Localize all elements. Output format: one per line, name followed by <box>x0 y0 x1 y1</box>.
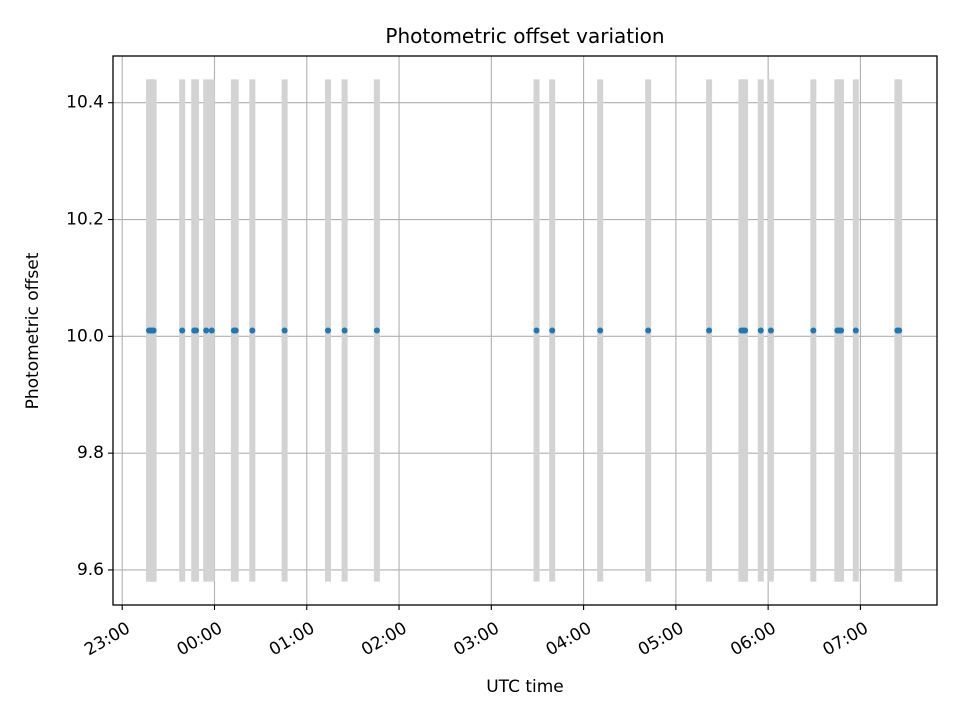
data-point <box>232 327 239 334</box>
data-point <box>193 327 200 334</box>
data-point <box>597 327 604 334</box>
y-tick-label: 10.2 <box>66 210 104 230</box>
y-tick-label: 10.0 <box>66 326 104 346</box>
chart-title: Photometric offset variation <box>385 24 664 48</box>
y-tick-label: 9.6 <box>77 560 104 580</box>
data-point <box>838 327 845 334</box>
data-point <box>549 327 556 334</box>
data-point <box>208 327 215 334</box>
data-point <box>810 327 817 334</box>
y-axis-label: Photometric offset <box>23 252 43 409</box>
y-tick-label: 10.4 <box>66 93 104 113</box>
data-point <box>645 327 652 334</box>
data-point <box>281 327 288 334</box>
point-layer <box>145 327 903 334</box>
y-axis-ticks: 9.6 9.8 10.0 10.2 10.4 <box>66 93 113 580</box>
data-point <box>324 327 331 334</box>
data-point <box>767 327 774 334</box>
data-point <box>150 327 157 334</box>
data-point <box>341 327 348 334</box>
data-point <box>896 327 903 334</box>
data-point <box>179 327 186 334</box>
data-point <box>533 327 540 334</box>
data-point <box>249 327 256 334</box>
data-point <box>706 327 713 334</box>
data-point <box>742 327 749 334</box>
data-point <box>852 327 859 334</box>
x-axis-label: UTC time <box>486 677 564 697</box>
plot-frame <box>112 55 938 606</box>
data-point <box>757 327 764 334</box>
y-tick-label: 9.8 <box>77 443 104 463</box>
data-point <box>373 327 380 334</box>
data-point <box>203 327 210 334</box>
